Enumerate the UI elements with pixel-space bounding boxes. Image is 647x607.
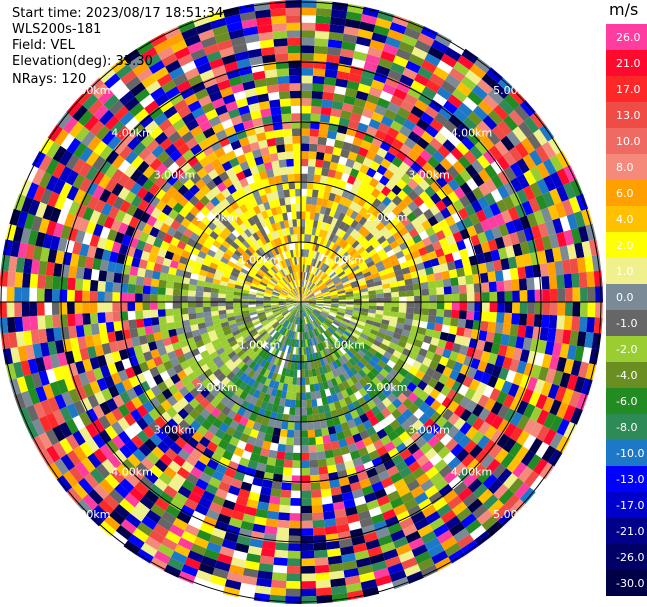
- colorbar-segment: [606, 258, 647, 285]
- colorbar-segment: [606, 284, 647, 311]
- range-ring-label: 3.00km: [408, 423, 450, 436]
- colorbar-tick-label: 6.0: [616, 187, 634, 200]
- colorbar-tick-label: 10.0: [616, 135, 641, 148]
- colorbar-segment: [606, 76, 647, 103]
- colorbar-tick-label: -10.0: [616, 447, 644, 460]
- colorbar-tick-label: 2.0: [616, 239, 634, 252]
- colorbar-tick-label: -13.0: [616, 473, 644, 486]
- range-ring-label: 4.00km: [111, 466, 153, 479]
- colorbar-tick-label: 4.0: [616, 213, 634, 226]
- colorbar-tick-label: -21.0: [616, 525, 644, 538]
- colorbar-segment: [606, 310, 647, 337]
- colorbar-tick-label: -30.0: [616, 577, 644, 590]
- colorbar-segment: [606, 492, 647, 519]
- range-ring-label: 1.00km: [323, 338, 365, 351]
- range-ring-label: 3.00km: [408, 169, 450, 182]
- colorbar-tick-label: -8.0: [616, 421, 637, 434]
- colorbar-unit: m/s: [609, 0, 639, 19]
- nrays: NRays: 120: [12, 72, 87, 87]
- colorbar-segment: [606, 518, 647, 545]
- start-time: Start time: 2023/08/17 18:51:34: [12, 6, 224, 21]
- range-ring-label: 4.00km: [451, 126, 493, 139]
- colorbar-tick-label: 21.0: [616, 57, 641, 70]
- colorbar-segment: [606, 570, 647, 596]
- range-ring-label: 3.00km: [154, 169, 196, 182]
- colorbar-segment: [606, 128, 647, 155]
- colorbar-segment: [606, 154, 647, 181]
- range-ring-label: 3.00km: [154, 423, 196, 436]
- colorbar-tick-label: 26.0: [616, 31, 641, 44]
- range-ring-label: 5.00km: [493, 84, 535, 97]
- colorbar-tick-label: -1.0: [616, 317, 637, 330]
- range-ring-label: 5.00km: [69, 84, 111, 97]
- range-ring-label: 2.00km: [196, 381, 238, 394]
- colorbar-tick-label: -17.0: [616, 499, 644, 512]
- colorbar-tick-label: 0.0: [616, 291, 634, 304]
- colorbar-tick-label: -4.0: [616, 369, 637, 382]
- range-ring-label: 1.00km: [239, 338, 281, 351]
- colorbar-segment: [606, 544, 647, 571]
- colorbar-segment: [606, 440, 647, 467]
- colorbar-segment: [606, 206, 647, 233]
- colorbar-tick-label: 8.0: [616, 161, 634, 174]
- colorbar: 26.0 21.0 17.0 13.0 10.0 8.0 6.0 4.0 2.0 1.0 0.0 -1…: [606, 24, 647, 596]
- range-ring-label: 4.00km: [451, 466, 493, 479]
- colorbar-segment: [606, 180, 647, 207]
- colorbar-tick-label: -6.0: [616, 395, 637, 408]
- range-ring-label: 2.00km: [196, 211, 238, 224]
- range-ring-label: 2.00km: [366, 211, 408, 224]
- colorbar-tick-label: -2.0: [616, 343, 637, 356]
- colorbar-tick-label: 13.0: [616, 109, 641, 122]
- ppi-plot: 1.00km 1.00km 1.00km 1.00km 2.00km 2.00km 2.00…: [0, 0, 603, 604]
- field-name: Field: VEL: [12, 38, 75, 53]
- colorbar-tick-label: -26.0: [616, 551, 644, 564]
- colorbar-segment: [606, 414, 647, 441]
- range-ring-label: 5.00km: [69, 508, 111, 521]
- instrument-name: WLS200s-181: [12, 22, 102, 37]
- colorbar-segment: [606, 232, 647, 259]
- colorbar-segment: [606, 362, 647, 389]
- range-ring-label: 1.00km: [323, 254, 365, 267]
- colorbar-segment: [606, 50, 647, 77]
- colorbar-tick-label: 17.0: [616, 83, 641, 96]
- range-ring-label: 4.00km: [111, 126, 153, 139]
- colorbar-tick-label: 1.0: [616, 265, 634, 278]
- colorbar-segment: [606, 336, 647, 363]
- range-ring-label: 2.00km: [366, 381, 408, 394]
- elevation: Elevation(deg): 35.30: [12, 54, 153, 69]
- range-ring-label: 5.00km: [493, 508, 535, 521]
- colorbar-segment: [606, 102, 647, 129]
- range-ring-label: 1.00km: [239, 254, 281, 267]
- colorbar-segment: [606, 24, 647, 51]
- colorbar-segment: [606, 388, 647, 415]
- colorbar-segment: [606, 466, 647, 493]
